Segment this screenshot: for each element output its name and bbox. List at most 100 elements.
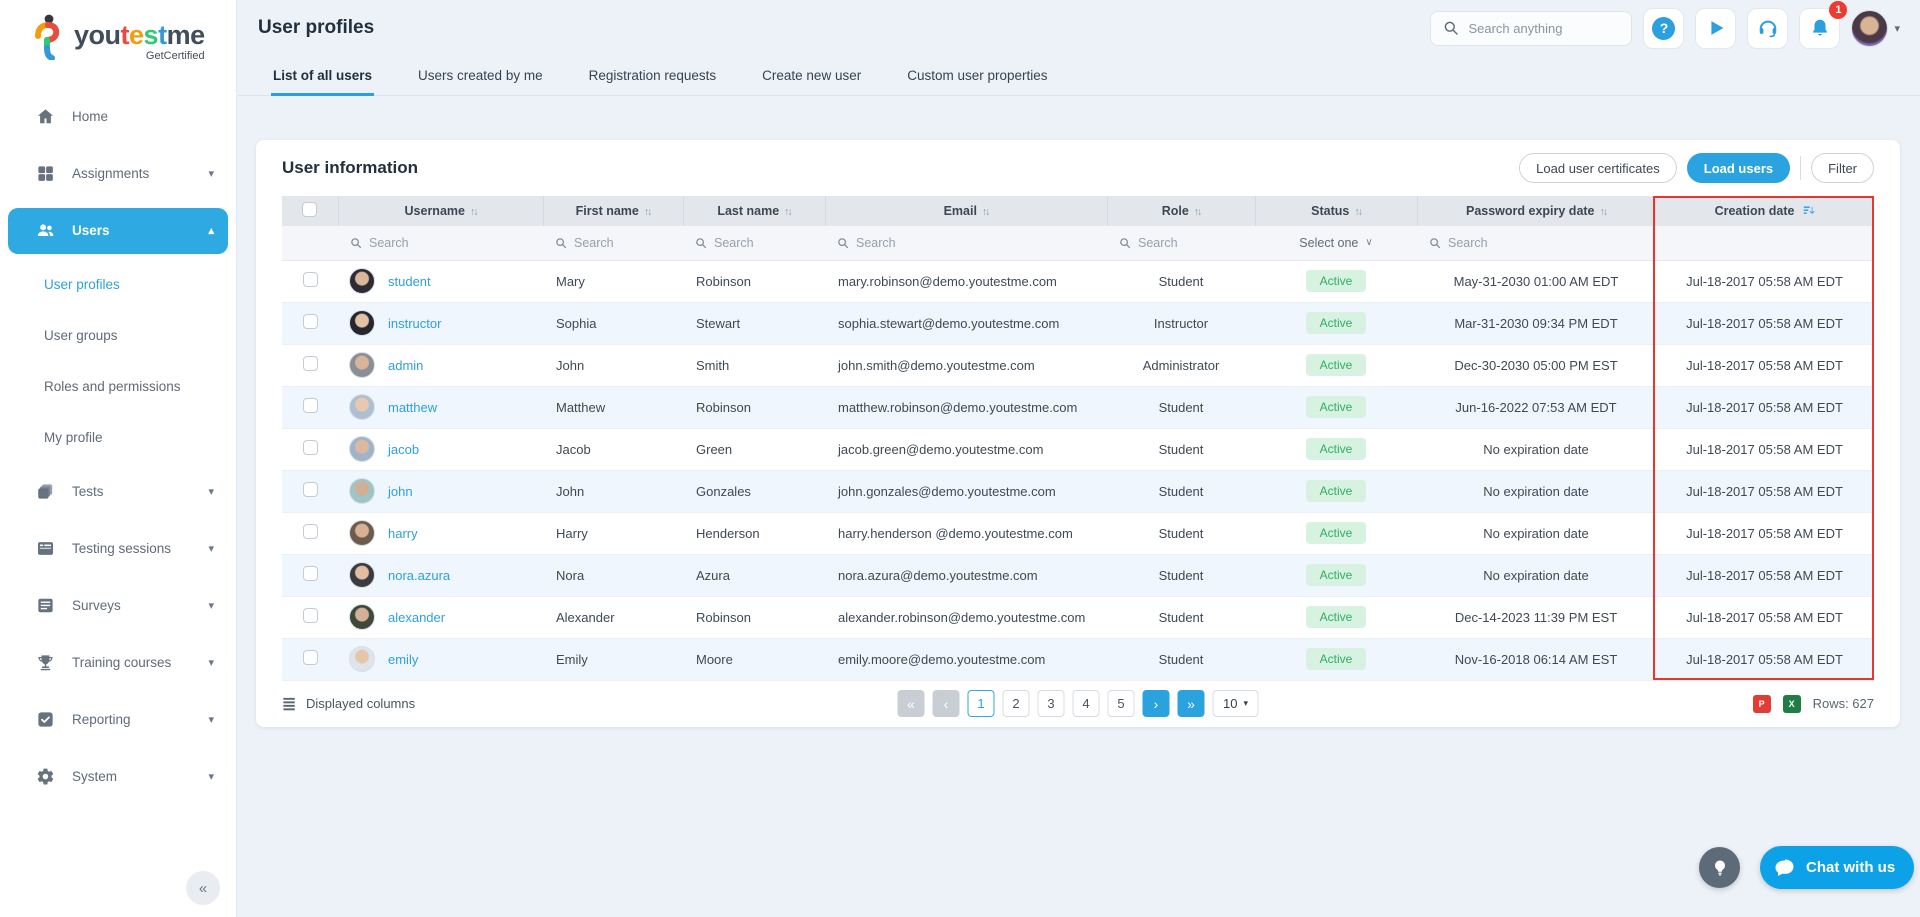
- table-row: john John Gonzales john.gonzales@demo.yo…: [282, 470, 1874, 513]
- tab-list-of-all-users[interactable]: List of all users: [271, 68, 375, 96]
- sidebar-item-users[interactable]: Users ▴: [8, 207, 228, 254]
- username-link[interactable]: instructor: [388, 315, 442, 331]
- row-checkbox[interactable]: [302, 482, 318, 497]
- username-link[interactable]: jacob: [388, 441, 420, 457]
- role-filter[interactable]: [1107, 235, 1255, 250]
- sidebar-item-reporting[interactable]: Reporting ▾: [0, 691, 236, 748]
- chat-with-us-button[interactable]: Chat with us: [1760, 846, 1915, 889]
- page-button-1[interactable]: 1: [967, 690, 995, 717]
- page-button-3[interactable]: 3: [1037, 690, 1065, 717]
- chevron-down-icon: ▾: [208, 486, 214, 498]
- column-header-last-name[interactable]: Last name ↑↓: [683, 196, 826, 226]
- page-size-select[interactable]: 10 ▾: [1212, 690, 1259, 717]
- help-icon: ?: [1652, 16, 1676, 40]
- global-search[interactable]: [1430, 10, 1633, 46]
- export-pdf-icon[interactable]: P: [1752, 694, 1771, 713]
- select-all-checkbox[interactable]: [302, 202, 318, 217]
- row-checkbox[interactable]: [302, 314, 318, 329]
- filter-button[interactable]: Filter: [1811, 153, 1874, 183]
- last-name-filter-input[interactable]: [714, 235, 818, 250]
- creation-date-cell: Jul-18-2017 05:58 AM EDT: [1655, 302, 1874, 345]
- last-name-cell: Henderson: [683, 512, 825, 555]
- status-filter-select[interactable]: Select one ∨: [1299, 235, 1373, 250]
- row-checkbox[interactable]: [302, 398, 318, 413]
- sidebar-item-my-profile[interactable]: My profile: [44, 430, 103, 445]
- search-icon: [556, 237, 567, 248]
- chevron-down-icon: ▾: [1243, 698, 1248, 708]
- sidebar-item-home[interactable]: Home: [0, 88, 236, 145]
- avatar: [349, 520, 375, 546]
- username-link[interactable]: harry: [388, 525, 418, 541]
- sidebar-item-roles-permissions[interactable]: Roles and permissions: [44, 379, 181, 394]
- row-checkbox[interactable]: [302, 566, 318, 581]
- email-filter[interactable]: [825, 235, 1107, 250]
- username-link[interactable]: admin: [388, 357, 424, 373]
- page-button-5[interactable]: 5: [1107, 690, 1135, 717]
- username-link[interactable]: emily: [388, 651, 419, 667]
- sidebar-collapse-button[interactable]: «: [186, 871, 220, 905]
- username-link[interactable]: alexander: [388, 609, 446, 625]
- username-filter-input[interactable]: [369, 235, 524, 250]
- sidebar-item-assignments[interactable]: Assignments ▾: [0, 145, 236, 202]
- row-checkbox[interactable]: [302, 608, 318, 623]
- tab-create-new-user[interactable]: Create new user: [762, 68, 862, 83]
- role-cell: Student: [1107, 428, 1255, 471]
- search-input[interactable]: [1468, 20, 1619, 36]
- column-header-email[interactable]: Email ↑↓: [825, 196, 1108, 226]
- row-checkbox[interactable]: [302, 440, 318, 455]
- row-checkbox[interactable]: [302, 650, 318, 665]
- column-header-username[interactable]: Username ↑↓: [338, 196, 544, 226]
- sidebar-item-surveys[interactable]: Surveys ▾: [0, 577, 236, 634]
- displayed-columns-button[interactable]: Displayed columns: [282, 696, 415, 711]
- first-name-filter[interactable]: [543, 235, 683, 250]
- tab-custom-user-properties[interactable]: Custom user properties: [907, 68, 1048, 83]
- last-page-button[interactable]: »: [1177, 690, 1205, 717]
- tab-users-created-by-me[interactable]: Users created by me: [418, 68, 543, 83]
- select-all-header[interactable]: [282, 196, 339, 226]
- column-header-creation-date[interactable]: Creation date: [1655, 196, 1874, 226]
- sidebar-item-tests[interactable]: Tests ▾: [0, 463, 236, 520]
- video-tutorials-button[interactable]: [1695, 7, 1737, 49]
- export-excel-icon[interactable]: X: [1782, 694, 1801, 713]
- password-expiry-cell: No expiration date: [1417, 554, 1655, 597]
- username-link[interactable]: student: [388, 273, 431, 289]
- page-button-4[interactable]: 4: [1072, 690, 1100, 717]
- row-checkbox[interactable]: [302, 524, 318, 539]
- username-link[interactable]: john: [388, 483, 413, 499]
- email-filter-input[interactable]: [856, 235, 1072, 250]
- row-checkbox[interactable]: [302, 272, 318, 287]
- role-filter-input[interactable]: [1138, 235, 1247, 250]
- sidebar-item-testing-sessions[interactable]: Testing sessions ▾: [0, 520, 236, 577]
- page-button-2[interactable]: 2: [1002, 690, 1030, 717]
- row-checkbox[interactable]: [302, 356, 318, 371]
- last-name-filter[interactable]: [683, 235, 825, 250]
- sidebar-item-system[interactable]: System ▾: [0, 748, 236, 805]
- sidebar-item-user-profiles[interactable]: User profiles: [44, 277, 120, 292]
- load-users-button[interactable]: Load users: [1686, 153, 1791, 183]
- hints-button[interactable]: [1699, 847, 1740, 888]
- username-filter[interactable]: [338, 235, 543, 250]
- sidebar-item-training-courses[interactable]: Training courses ▾: [0, 634, 236, 691]
- support-button[interactable]: [1747, 7, 1789, 49]
- previous-page-button[interactable]: ‹: [932, 690, 960, 717]
- first-page-button[interactable]: «: [897, 690, 925, 717]
- password-expiry-filter-input[interactable]: [1448, 235, 1629, 250]
- column-header-role[interactable]: Role ↑↓: [1107, 196, 1256, 226]
- column-header-first-name[interactable]: First name ↑↓: [543, 196, 684, 226]
- notifications-button[interactable]: 1: [1799, 0, 1848, 49]
- column-header-password-expiry[interactable]: Password expiry date ↑↓: [1417, 196, 1656, 226]
- load-user-certificates-button[interactable]: Load user certificates: [1519, 153, 1677, 183]
- table-row: alexander Alexander Robinson alexander.r…: [282, 596, 1874, 639]
- help-button[interactable]: ?: [1643, 7, 1685, 49]
- username-link[interactable]: nora.azura: [388, 567, 451, 583]
- next-page-button[interactable]: ›: [1142, 690, 1170, 717]
- column-header-status[interactable]: Status ↑↓: [1255, 196, 1418, 226]
- logo[interactable]: youtestme GetCertified: [0, 0, 236, 62]
- profile-menu[interactable]: ▾: [1851, 9, 1900, 47]
- username-link[interactable]: matthew: [388, 399, 438, 415]
- sidebar-item-user-groups[interactable]: User groups: [44, 328, 118, 343]
- role-cell: Instructor: [1107, 302, 1255, 345]
- tab-registration-requests[interactable]: Registration requests: [588, 68, 717, 83]
- first-name-filter-input[interactable]: [574, 235, 677, 250]
- password-expiry-filter[interactable]: [1417, 235, 1655, 250]
